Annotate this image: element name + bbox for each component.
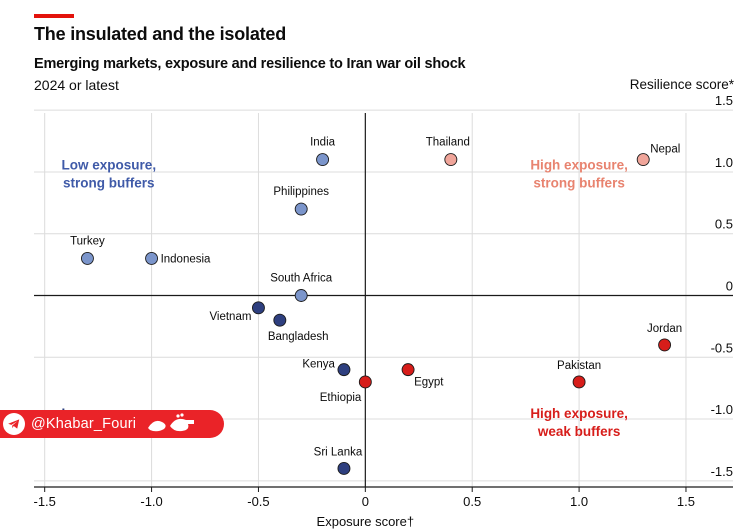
point-label: Bangladesh xyxy=(268,331,329,343)
annotation-line: weak buffers xyxy=(537,424,621,439)
point-label: Sri Lanka xyxy=(314,446,363,458)
point-label: Vietnam xyxy=(209,311,251,323)
point-label: Egypt xyxy=(414,377,444,389)
point-label: Thailand xyxy=(426,137,470,149)
y-tick-label: 0.5 xyxy=(715,217,733,232)
y-tick-label: -0.5 xyxy=(711,340,733,355)
data-point-sri-lanka xyxy=(337,462,351,475)
y-axis-label: Resilience score* xyxy=(629,77,734,92)
point-label: Kenya xyxy=(302,359,335,371)
annotation-line: High exposure, xyxy=(530,406,628,421)
x-tick-label: -1.5 xyxy=(33,494,55,509)
point-label: Indonesia xyxy=(161,253,211,265)
point-label: India xyxy=(310,137,336,149)
quadrant-annotation: High exposure, weak buffers xyxy=(530,406,628,439)
data-point-south-africa xyxy=(294,289,308,302)
point-label: Philippines xyxy=(273,186,329,198)
data-point-thailand xyxy=(444,153,458,167)
data-point-nepal xyxy=(636,153,650,167)
quadrant-annotation: Low exposure, strong buffers xyxy=(62,157,157,190)
data-point-turkey xyxy=(80,251,94,265)
point-label: Nepal xyxy=(650,144,680,156)
y-tick-label: 1.5 xyxy=(715,93,733,108)
data-point-jordan xyxy=(658,338,672,352)
annotation-line: High exposure, xyxy=(530,157,628,172)
data-point-ethiopia xyxy=(358,375,372,389)
x-tick-label: -0.5 xyxy=(247,494,269,509)
x-tick-label: 0.5 xyxy=(463,494,481,509)
data-point-india xyxy=(316,153,330,167)
annotation-line: Low exposure, xyxy=(62,157,157,172)
quadrant-annotation: High exposure, strong buffers xyxy=(530,157,628,190)
y-tick-label: -1.5 xyxy=(711,464,733,479)
annotation-line: strong buffers xyxy=(63,175,155,190)
data-point-indonesia xyxy=(145,251,159,265)
axes xyxy=(34,113,733,492)
point-label: Turkey xyxy=(70,235,105,247)
x-tick-label: 1.5 xyxy=(677,494,695,509)
data-point-philippines xyxy=(294,202,308,216)
data-point-vietnam xyxy=(251,301,265,315)
data-point-egypt xyxy=(401,363,415,377)
data-points: India Thailand Nepal Philippines Turkey Indon… xyxy=(70,137,682,475)
telegram-icon xyxy=(3,413,25,435)
y-tick-label: 1.0 xyxy=(715,155,733,170)
watermark-banner: @Khabar_Fouri xyxy=(0,410,224,438)
point-label: Pakistan xyxy=(557,360,601,372)
y-tick-label: -1.0 xyxy=(711,402,733,417)
fouri-logo xyxy=(148,413,195,432)
x-tick-label: -1.0 xyxy=(140,494,162,509)
point-label: South Africa xyxy=(270,273,333,285)
data-point-pakistan xyxy=(572,375,586,389)
watermark-handle: @Khabar_Fouri xyxy=(31,416,137,432)
annotation-line: strong buffers xyxy=(533,175,625,190)
data-point-bangladesh xyxy=(273,313,287,327)
chart-period: 2024 or latest xyxy=(34,77,119,93)
chart-title: The insulated and the isolated xyxy=(34,24,287,44)
tick-labels: 1.5 1.0 0.5 0 -0.5 -1.0 -1.5 -1.5 -1.0 -0.5 0 0.5 1.… xyxy=(33,93,733,509)
data-point-kenya xyxy=(337,363,351,377)
chart-subtitle: Emerging markets, exposure and resilienc… xyxy=(34,56,466,72)
point-label: Jordan xyxy=(647,323,682,335)
point-label: Ethiopia xyxy=(320,392,362,404)
y-tick-label: 0 xyxy=(726,279,733,294)
x-axis-label: Exposure score† xyxy=(317,514,415,529)
x-tick-label: 1.0 xyxy=(570,494,588,509)
x-tick-label: 0 xyxy=(362,494,369,509)
accent-bar xyxy=(34,14,74,18)
